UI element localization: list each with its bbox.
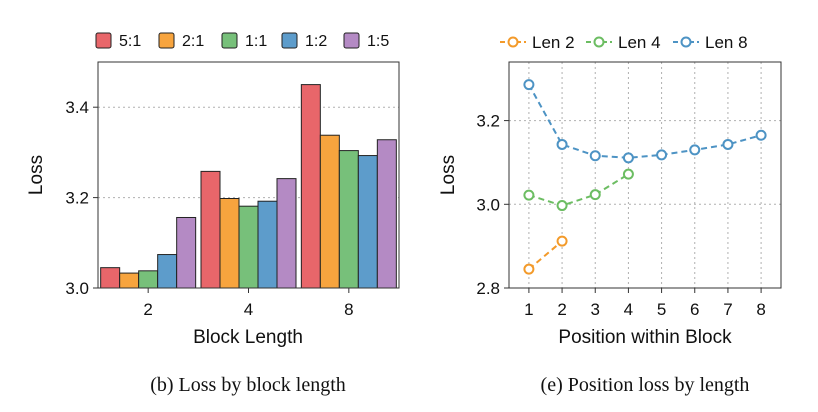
bar-5-1-len-2	[100, 267, 121, 289]
legend-label-2-1: 2:1	[182, 33, 204, 50]
point-len-4-pos-3	[589, 189, 601, 201]
legend-label-1-5: 1:5	[367, 33, 389, 50]
line-chart-position-loss: 2.8 3.0 3.2 1 2 3 4 5 6 7 8 Position within Block…	[438, 33, 782, 396]
line-chart-x-tick-label: 6	[690, 300, 699, 319]
bar-1-1-len-2	[138, 270, 159, 289]
point-len-8-pos-7	[722, 138, 734, 150]
bar-1-5-len-2	[176, 216, 197, 289]
legend-marker-len-8	[680, 36, 692, 48]
line-chart-series	[523, 79, 767, 275]
legend-marker-len-4	[593, 36, 605, 48]
bar-chart-y-tick-label: 3.4	[65, 98, 89, 117]
line-chart-y-tick-label: 2.8	[476, 279, 500, 298]
point-len-8-pos-1	[523, 79, 535, 91]
bar-2-1-len-2	[119, 272, 140, 289]
line-chart-y-tick-label: 3.2	[476, 112, 500, 131]
line-chart-x-axis-label: Position within Block	[558, 327, 732, 348]
line-chart-grid	[509, 62, 781, 288]
bar-chart-x-tick-label: 2	[143, 300, 152, 319]
line-chart-y-ticks: 2.8 3.0 3.2	[476, 112, 509, 298]
series-line-len-4	[528, 173, 629, 207]
line-chart-y-axis-label: Loss	[438, 155, 459, 195]
bar-chart-x-tick-label: 8	[344, 300, 353, 319]
line-chart-plot-frame	[508, 61, 782, 289]
bar-chart-y-tick-label: 3.0	[65, 279, 89, 298]
bar-chart-x-ticks: 2 4 8	[143, 288, 354, 319]
bar-2-1-len-4	[219, 198, 240, 289]
bar-chart-y-ticks: 3.0 3.2 3.4	[65, 98, 98, 298]
legend-label-len-2: Len 2	[532, 33, 575, 52]
point-len-4-pos-1	[523, 189, 535, 201]
point-len-8-pos-6	[689, 144, 701, 156]
bar-2-1-len-8	[319, 134, 340, 289]
bar-1-5-len-8	[376, 139, 397, 289]
bar-chart-x-axis-label: Block Length	[193, 327, 303, 348]
line-chart-x-tick-label: 7	[723, 300, 732, 319]
legend-label-5-1: 5:1	[119, 33, 141, 50]
line-chart-x-tick-label: 8	[756, 300, 765, 319]
bar-5-1-len-8	[300, 84, 321, 289]
legend-swatch-1-2	[281, 32, 298, 49]
bar-chart-caption: (b) Loss by block length	[150, 374, 346, 396]
legend-swatch-5-1	[95, 32, 112, 49]
line-chart-legend: Len 2 Len 4 Len 8	[500, 33, 748, 52]
line-chart-x-tick-label: 1	[524, 300, 533, 319]
legend-label-len-8: Len 8	[705, 33, 748, 52]
bar-chart-legend: 5:1 2:1 1:1 1:2 1:5	[95, 32, 389, 50]
bar-chart-y-tick-label: 3.2	[65, 189, 89, 208]
bar-1-5-len-4	[276, 178, 297, 289]
line-chart-x-ticks: 1 2 3 4 5 6 7 8	[524, 288, 766, 319]
legend-swatch-1-5	[343, 32, 360, 49]
bar-chart-y-axis-label: Loss	[26, 155, 47, 195]
bar-1-2-len-8	[357, 155, 378, 289]
line-chart-x-tick-label: 4	[624, 300, 633, 319]
bar-chart-x-tick-label: 4	[244, 300, 253, 319]
legend-label-1-2: 1:2	[305, 33, 327, 50]
legend-label-len-4: Len 4	[618, 33, 661, 52]
point-len-4-pos-2	[556, 200, 568, 212]
bar-1-2-len-2	[157, 254, 178, 289]
legend-swatch-1-1	[221, 32, 238, 49]
bar-1-1-len-4	[238, 205, 259, 289]
point-len-2-pos-1	[523, 263, 535, 275]
line-chart-x-tick-label: 3	[591, 300, 600, 319]
series-line-len-8	[528, 84, 762, 159]
line-chart-x-tick-label: 2	[557, 300, 566, 319]
point-len-8-pos-2	[556, 138, 568, 150]
legend-swatch-2-1	[158, 32, 175, 49]
bar-1-2-len-4	[257, 200, 278, 289]
point-len-8-pos-3	[589, 150, 601, 162]
point-len-8-pos-8	[755, 129, 767, 141]
legend-marker-len-2	[507, 36, 519, 48]
point-len-4-pos-4	[622, 168, 634, 180]
series-line-len-2	[528, 240, 563, 270]
bar-1-1-len-8	[338, 150, 359, 289]
bar-chart-loss-by-block-length: 3.0 3.2 3.4 2 4 8 Block Length Loss 5:1 2:1 1:…	[26, 32, 400, 396]
line-chart-x-tick-label: 5	[657, 300, 666, 319]
point-len-2-pos-2	[556, 235, 568, 247]
bar-chart-bars	[100, 84, 397, 289]
bar-5-1-len-4	[200, 170, 221, 289]
legend-label-1-1: 1:1	[245, 33, 267, 50]
point-len-8-pos-5	[656, 149, 668, 161]
point-len-8-pos-4	[622, 152, 634, 164]
line-chart-caption: (e) Position loss by length	[541, 374, 750, 396]
line-chart-y-tick-label: 3.0	[476, 195, 500, 214]
